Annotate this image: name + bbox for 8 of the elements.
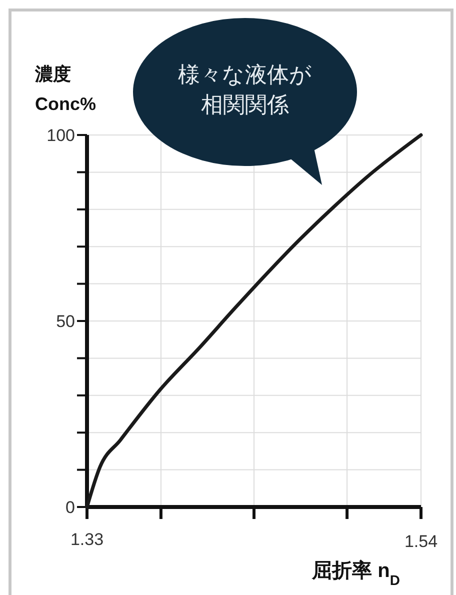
text: 様々な液体が相関関係: [178, 62, 312, 117]
y-tick-label: 0: [66, 498, 75, 517]
x-tick-label: 1.54: [404, 532, 438, 551]
x-tick-label: 1.33: [70, 530, 104, 549]
y-tick-label: 100: [46, 126, 75, 145]
x-axis-title: 屈折率 n$_{D}$: [311, 559, 400, 588]
y-axis-title: 濃度 Conc%: [34, 64, 96, 114]
y-tick-label: 50: [56, 312, 75, 331]
